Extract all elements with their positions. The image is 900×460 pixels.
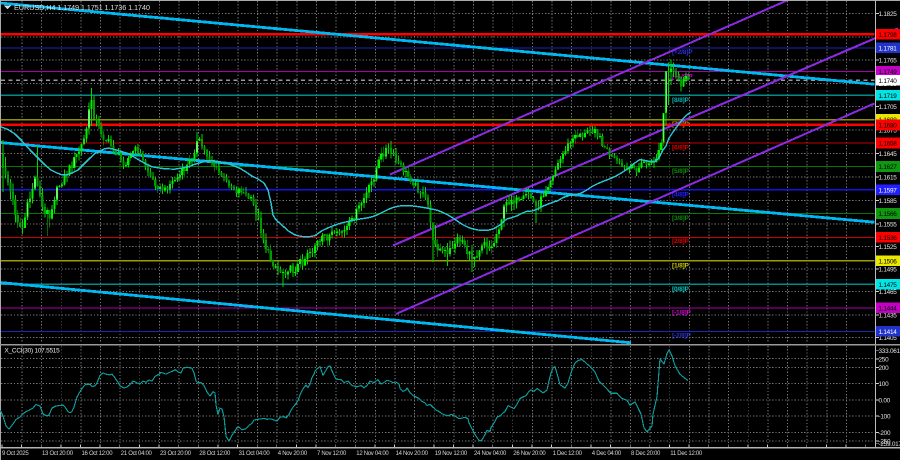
svg-text:333.061: 333.061 — [879, 348, 900, 355]
svg-text:1.1435: 1.1435 — [879, 313, 898, 320]
svg-text:[0/8]P: [0/8]P — [672, 286, 690, 293]
svg-text:1.1719: 1.1719 — [879, 93, 898, 100]
svg-text:1.1627: 1.1627 — [879, 164, 898, 171]
svg-text:7 Nov 12:00: 7 Nov 12:00 — [317, 451, 347, 457]
svg-text:0.00: 0.00 — [879, 397, 891, 404]
svg-text:1.1740: 1.1740 — [879, 78, 898, 85]
svg-text:1.1645: 1.1645 — [879, 151, 898, 158]
svg-text:21 Oct 04:00: 21 Oct 04:00 — [121, 451, 153, 457]
svg-text:28 Oct 12:00: 28 Oct 12:00 — [199, 451, 231, 457]
svg-text:[6/8]P: [6/8]P — [672, 144, 690, 151]
svg-text:1.1680: 1.1680 — [879, 123, 898, 130]
svg-text:4 Nov 20:00: 4 Nov 20:00 — [278, 451, 308, 457]
svg-text:[4/8]P: [4/8]P — [672, 192, 690, 199]
svg-text:1.1566: 1.1566 — [879, 211, 898, 218]
svg-text:[-1/8]P: [-1/8]P — [672, 309, 692, 316]
svg-text:26 Nov 20:00: 26 Nov 20:00 — [513, 451, 546, 457]
svg-text:1.1444: 1.1444 — [879, 305, 898, 312]
svg-text:[3/8]P: [3/8]P — [672, 215, 690, 222]
svg-text:100: 100 — [879, 381, 890, 388]
svg-text:14 Nov 20:00: 14 Nov 20:00 — [396, 451, 429, 457]
svg-text:[+2/8]P: [+2/8]P — [672, 49, 693, 56]
svg-text:1.1658: 1.1658 — [879, 141, 898, 148]
svg-text:24 Nov 04:00: 24 Nov 04:00 — [474, 451, 507, 457]
svg-text:-200: -200 — [879, 430, 891, 437]
svg-text:8 Dec 20:00: 8 Dec 20:00 — [631, 451, 661, 457]
svg-text:1.1585: 1.1585 — [879, 198, 898, 205]
svg-text:1.1506: 1.1506 — [879, 258, 898, 265]
svg-text:1.1675: 1.1675 — [879, 128, 898, 135]
svg-text:1.1555: 1.1555 — [879, 222, 898, 229]
svg-text:23 Oct 20:00: 23 Oct 20:00 — [160, 451, 192, 457]
svg-text:EURUSD,H4 1.1749 1.1751 1.1736: EURUSD,H4 1.1749 1.1751 1.1736 1.1740 — [14, 3, 150, 12]
svg-text:-100: -100 — [879, 414, 891, 421]
svg-text:1.1465: 1.1465 — [879, 289, 898, 296]
svg-text:11 Dec 12:00: 11 Dec 12:00 — [670, 451, 703, 457]
svg-text:[2/8]P: [2/8]P — [672, 238, 690, 245]
svg-text:200: 200 — [879, 365, 890, 372]
svg-text:1.1705: 1.1705 — [879, 104, 898, 111]
svg-text:[1/8]P: [1/8]P — [672, 262, 690, 269]
svg-text:9 Oct 2025: 9 Oct 2025 — [2, 451, 29, 457]
svg-text:250: 250 — [879, 357, 890, 364]
svg-text:1.1825: 1.1825 — [879, 11, 898, 18]
svg-text:1.1597: 1.1597 — [879, 187, 898, 194]
svg-text:1 Dec 12:00: 1 Dec 12:00 — [553, 451, 583, 457]
svg-text:[8/8]P: [8/8]P — [672, 97, 690, 104]
svg-text:12 Nov 04:00: 12 Nov 04:00 — [356, 451, 389, 457]
svg-text:13 Oct 20:00: 13 Oct 20:00 — [42, 451, 74, 457]
svg-text:1.1749: 1.1749 — [879, 69, 898, 76]
svg-text:4 Dec 04:00: 4 Dec 04:00 — [592, 451, 622, 457]
svg-text:1.1765: 1.1765 — [879, 58, 898, 65]
svg-text:-250: -250 — [879, 438, 891, 445]
svg-text:19 Nov 12:00: 19 Nov 12:00 — [435, 451, 468, 457]
svg-text:31 Oct 04:00: 31 Oct 04:00 — [239, 451, 271, 457]
svg-text:[+1/8]P: [+1/8]P — [672, 73, 693, 80]
svg-text:1.1405: 1.1405 — [879, 335, 898, 342]
svg-text:X_CCI(30) 107.5515: X_CCI(30) 107.5515 — [5, 347, 61, 354]
svg-text:-259.017: -259.017 — [879, 441, 900, 448]
svg-text:1.1525: 1.1525 — [879, 244, 898, 251]
svg-text:16 Oct 12:00: 16 Oct 12:00 — [82, 451, 114, 457]
svg-text:[5/8]P: [5/8]P — [672, 168, 690, 175]
svg-text:1.1414: 1.1414 — [879, 329, 898, 336]
svg-text:1.1536: 1.1536 — [879, 235, 898, 242]
svg-text:1.1781: 1.1781 — [879, 45, 898, 52]
svg-text:1.1475: 1.1475 — [879, 282, 898, 289]
svg-text:1.1495: 1.1495 — [879, 267, 898, 274]
svg-text:1.1798: 1.1798 — [879, 32, 898, 39]
svg-text:[-2/8]P: [-2/8]P — [672, 333, 692, 340]
svg-text:1.1615: 1.1615 — [879, 175, 898, 182]
